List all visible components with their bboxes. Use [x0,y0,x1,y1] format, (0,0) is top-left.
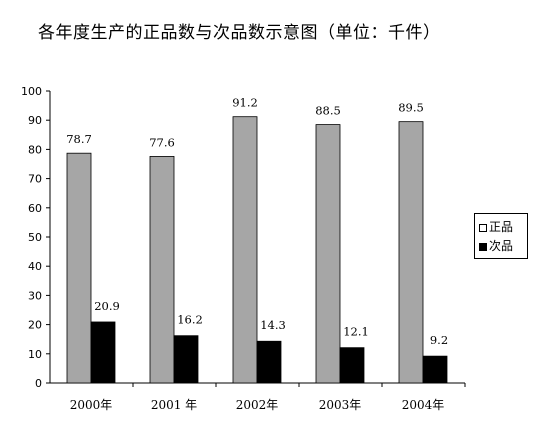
data-label-defective: 9.2 [430,333,448,347]
legend-swatch-good [479,223,487,232]
legend: 正品 次品 [474,213,528,259]
y-tick-label: 70 [28,173,42,186]
data-label-defective: 12.1 [343,325,369,339]
x-category-label: 2000年 [70,398,113,412]
x-category-label: 2003年 [319,398,362,412]
data-label-good: 89.5 [398,101,424,115]
legend-swatch-defective [479,242,487,251]
y-tick-label: 0 [35,377,42,390]
bar-defective [90,321,116,384]
bar-defective [173,335,199,384]
bar-defective [422,355,448,384]
chart-title: 各年度生产的正品数与次品数示意图（单位：千件） [38,23,441,43]
legend-label-good: 正品 [489,220,514,234]
y-tick-label: 40 [28,260,42,273]
data-label-defective: 20.9 [94,299,120,313]
bar-defective [256,340,282,384]
bar-good [398,121,424,384]
data-label-good: 91.2 [232,96,258,110]
y-tick-label: 30 [28,289,42,302]
y-tick-label: 80 [28,143,42,156]
data-label-good: 88.5 [315,104,341,118]
data-label-defective: 14.3 [260,318,286,332]
data-label-good: 78.7 [66,132,92,146]
bar-good [149,156,175,384]
y-tick-label: 60 [28,202,42,215]
y-tick-label: 50 [28,231,42,244]
x-category-label: 2002年 [236,398,279,412]
y-tick-label: 100 [21,85,42,98]
legend-item-defective: 次品 [479,238,513,254]
y-tick-label: 10 [28,348,42,361]
y-tick-label: 90 [28,114,42,127]
bar-good [66,152,92,384]
legend-label-defective: 次品 [489,239,514,253]
legend-item-good: 正品 [479,219,513,235]
data-label-good: 77.6 [149,135,175,149]
bar-good [315,124,341,384]
x-category-label: 2001 年 [151,398,197,412]
bar-defective [339,347,365,384]
x-category-label: 2004年 [402,398,445,412]
y-tick-label: 20 [28,319,42,332]
data-label-defective: 16.2 [177,313,203,327]
bar-good [232,116,258,384]
